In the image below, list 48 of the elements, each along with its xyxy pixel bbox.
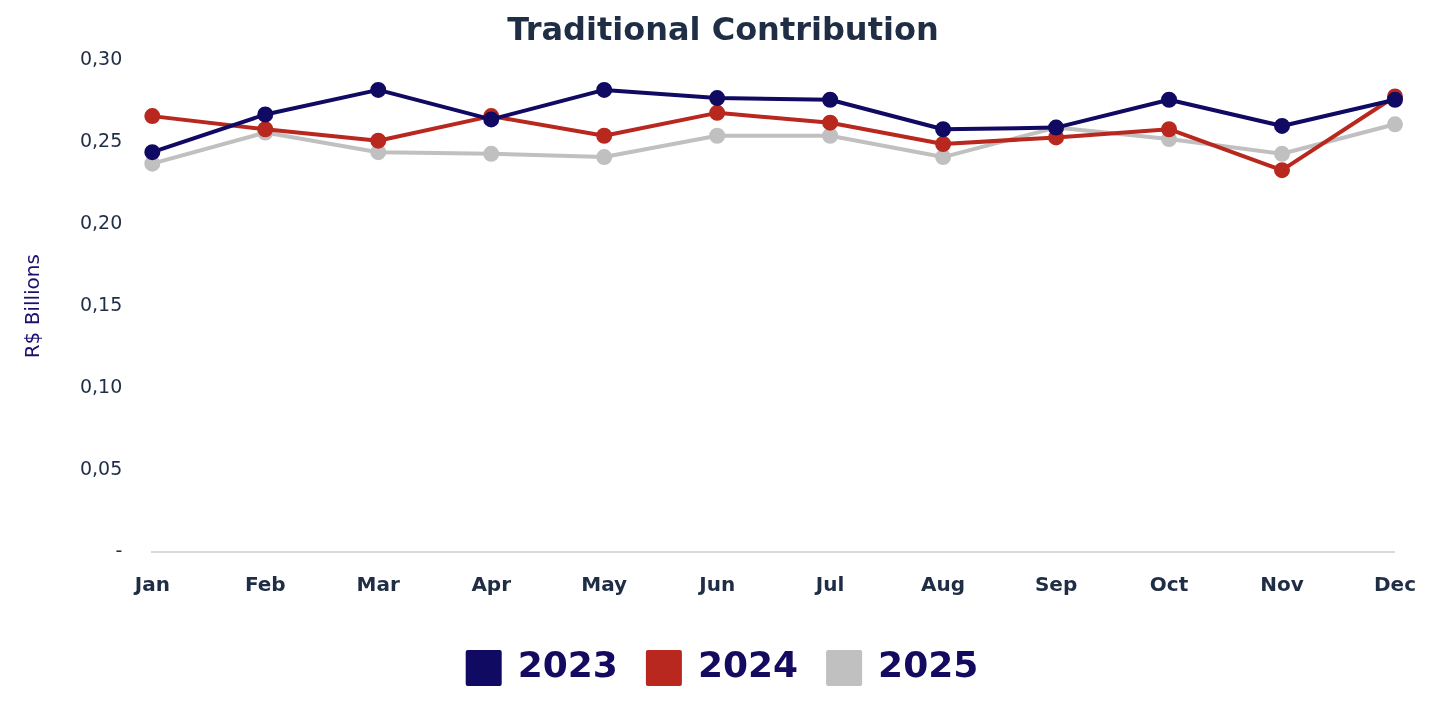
point (1274, 117, 1291, 134)
point (709, 90, 726, 107)
point (596, 81, 613, 98)
y-tick-label: 0,05 (79, 457, 123, 479)
point (370, 81, 387, 98)
x-tick-label: Jul (813, 572, 845, 597)
point (144, 108, 161, 125)
x-tick-label: Aug (921, 572, 966, 597)
y-axis-title: R$ Billions (20, 254, 45, 359)
point (935, 149, 952, 166)
legend-label: 2025 (878, 644, 979, 686)
point (709, 104, 726, 121)
x-tick-label: Nov (1260, 572, 1304, 597)
x-tick-label: Apr (471, 572, 512, 597)
y-tick-label: 0,25 (79, 129, 123, 152)
point (822, 127, 839, 144)
x-tick-label: Feb (244, 572, 286, 597)
chart-title: Traditional Contribution (507, 9, 939, 48)
y-tick-label: 0,30 (79, 47, 123, 70)
point (1274, 162, 1291, 179)
point (1161, 91, 1178, 108)
point (1274, 145, 1291, 162)
point (144, 144, 161, 161)
x-tick-label: Dec (1373, 572, 1416, 597)
point (1386, 116, 1403, 133)
point (370, 132, 387, 149)
x-tick-label: Jan (132, 572, 170, 597)
point (709, 127, 726, 144)
point (935, 135, 952, 152)
point (822, 114, 839, 131)
x-tick-label: Mar (356, 572, 401, 597)
legend-label: 2023 (517, 644, 618, 686)
x-tick-label: Oct (1149, 572, 1189, 597)
x-tick-label: Jun (697, 572, 736, 597)
y-tick-label: 0,15 (79, 293, 123, 316)
point (1161, 121, 1178, 138)
point (483, 145, 500, 162)
x-tick-label: Sep (1034, 572, 1078, 597)
y-tick-label: 0,10 (79, 375, 123, 398)
point (822, 91, 839, 108)
y-tick-label: - (115, 538, 123, 561)
point (596, 127, 613, 144)
y-tick-label: 0,20 (79, 211, 123, 234)
legend-label: 2024 (697, 644, 799, 686)
point (596, 149, 613, 166)
x-tick-label: May (581, 572, 628, 597)
point (257, 106, 274, 123)
point (935, 121, 952, 138)
